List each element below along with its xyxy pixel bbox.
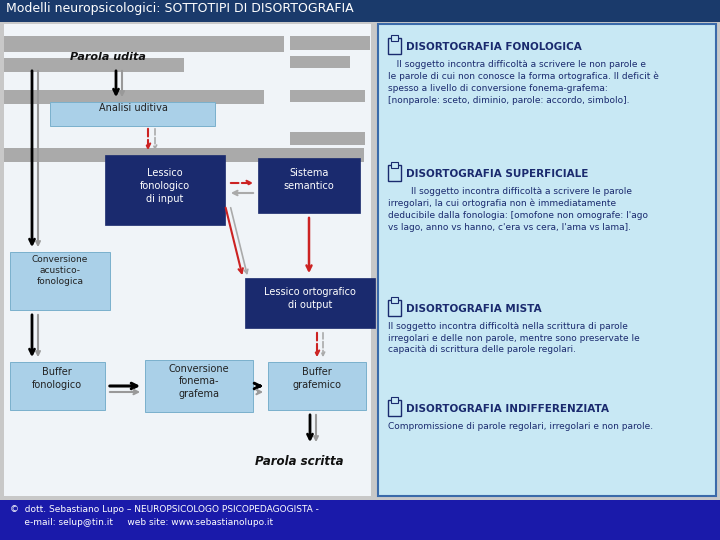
- Text: Lessico ortografico
di output: Lessico ortografico di output: [264, 287, 356, 310]
- Text: DISORTOGRAFIA FONOLOGICA: DISORTOGRAFIA FONOLOGICA: [406, 42, 582, 52]
- Text: Conversione
acustico-
fonologica: Conversione acustico- fonologica: [32, 255, 88, 286]
- Bar: [388, 300, 401, 316]
- Bar: [50, 102, 215, 126]
- Text: Analisi uditiva: Analisi uditiva: [99, 103, 168, 113]
- Text: DISORTOGRAFIA SUPERFICIALE: DISORTOGRAFIA SUPERFICIALE: [406, 169, 588, 179]
- Text: Il soggetto incontra difficoltà a scrivere le parole
irregolari, la cui ortograf: Il soggetto incontra difficoltà a scrive…: [388, 187, 648, 232]
- Text: Modelli neuropsicologici: SOTTOTIPI DI DISORTOGRAFIA: Modelli neuropsicologici: SOTTOTIPI DI D…: [6, 2, 354, 15]
- Text: ©  dott. Sebastiano Lupo – NEUROPSICOLOGO PSICOPEDAGOGISTA -: © dott. Sebastiano Lupo – NEUROPSICOLOGO…: [10, 505, 319, 514]
- Text: DISORTOGRAFIA MISTA: DISORTOGRAFIA MISTA: [406, 304, 541, 314]
- Bar: [290, 56, 350, 68]
- Text: Compromissione di parole regolari, irregolari e non parole.: Compromissione di parole regolari, irreg…: [388, 422, 653, 431]
- Bar: [105, 155, 225, 225]
- Text: Buffer
fonologico: Buffer fonologico: [32, 367, 82, 390]
- Bar: [388, 400, 401, 416]
- Bar: [0, 500, 720, 540]
- Bar: [378, 24, 716, 496]
- Bar: [10, 362, 105, 410]
- Bar: [391, 397, 398, 403]
- Bar: [388, 165, 401, 181]
- Bar: [10, 252, 110, 310]
- Bar: [4, 90, 264, 104]
- Text: Il soggetto incontra difficoltà nella scrittura di parole
irregolari e delle non: Il soggetto incontra difficoltà nella sc…: [388, 322, 640, 354]
- Bar: [145, 360, 253, 412]
- Bar: [0, 0, 720, 22]
- Bar: [391, 162, 398, 168]
- Text: Parola udita: Parola udita: [70, 52, 146, 62]
- Bar: [290, 36, 370, 50]
- Bar: [4, 148, 364, 162]
- Bar: [290, 132, 365, 145]
- Bar: [391, 35, 398, 41]
- Bar: [245, 278, 375, 328]
- Bar: [290, 90, 365, 102]
- Text: Conversione
fonema-
grafema: Conversione fonema- grafema: [168, 364, 229, 399]
- Text: Il soggetto incontra difficoltà a scrivere le non parole e
le parole di cui non : Il soggetto incontra difficoltà a scrive…: [388, 60, 659, 105]
- Bar: [258, 158, 360, 213]
- Text: e-mail: selup@tin.it     web site: www.sebastianolupo.it: e-mail: selup@tin.it web site: www.sebas…: [10, 518, 273, 527]
- Text: DISORTOGRAFIA INDIFFERENZIATA: DISORTOGRAFIA INDIFFERENZIATA: [406, 404, 609, 414]
- Bar: [4, 58, 184, 72]
- Text: Parola scritta: Parola scritta: [255, 455, 343, 468]
- Bar: [268, 362, 366, 410]
- Bar: [4, 24, 371, 496]
- Text: Buffer
grafemico: Buffer grafemico: [292, 367, 341, 390]
- Bar: [4, 36, 284, 52]
- Bar: [388, 38, 401, 54]
- Text: Lessico
fonologico
di input: Lessico fonologico di input: [140, 168, 190, 205]
- Bar: [391, 297, 398, 303]
- Text: Sistema
semantico: Sistema semantico: [284, 168, 334, 191]
